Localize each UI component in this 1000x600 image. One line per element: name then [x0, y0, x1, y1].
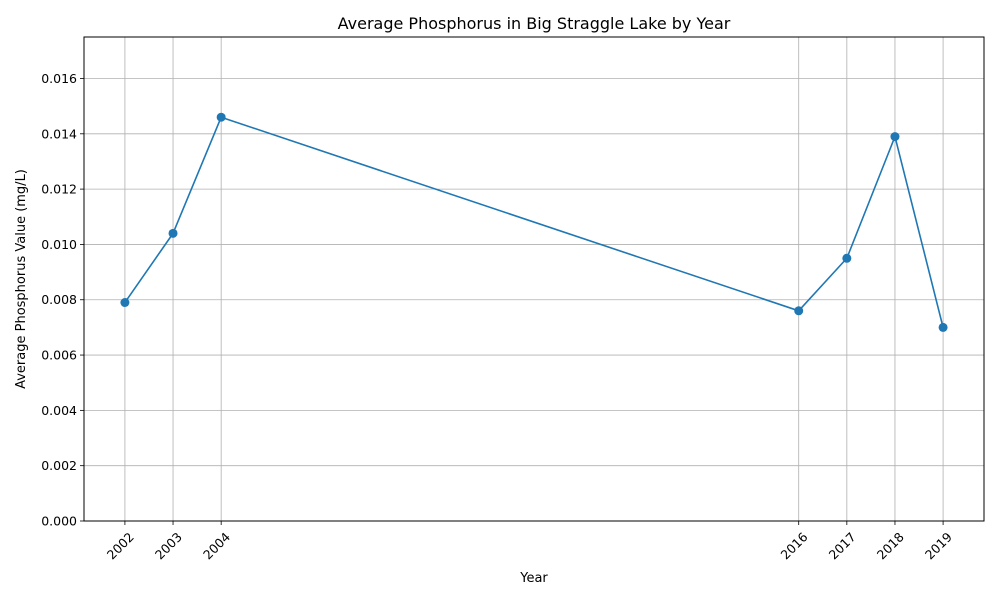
y-tick-label: 0.000: [41, 514, 77, 529]
axes-frame: [83, 36, 985, 522]
y-tick-label: 0.016: [41, 71, 77, 86]
y-tick-label: 0.010: [41, 237, 77, 252]
y-tick-label: 0.012: [41, 182, 77, 197]
data-point: [842, 253, 852, 263]
y-tick-label: 0.008: [41, 292, 77, 307]
data-point: [938, 322, 948, 332]
data-point: [120, 298, 130, 308]
y-tick-label: 0.002: [41, 458, 77, 473]
chart-title: Average Phosphorus in Big Straggle Lake …: [338, 14, 731, 33]
data-point: [168, 228, 178, 238]
x-axis-label: Year: [519, 571, 548, 586]
y-tick-label: 0.014: [41, 126, 77, 141]
y-tick-label: 0.004: [41, 403, 77, 418]
series-layer: [120, 112, 948, 332]
data-point: [216, 112, 226, 122]
y-axis-label: Average Phosphorus Value (mg/L): [14, 169, 29, 389]
data-point: [890, 132, 900, 142]
y-tick-label: 0.006: [41, 348, 77, 363]
plot-frame: [83, 36, 985, 522]
data-point: [794, 306, 804, 316]
